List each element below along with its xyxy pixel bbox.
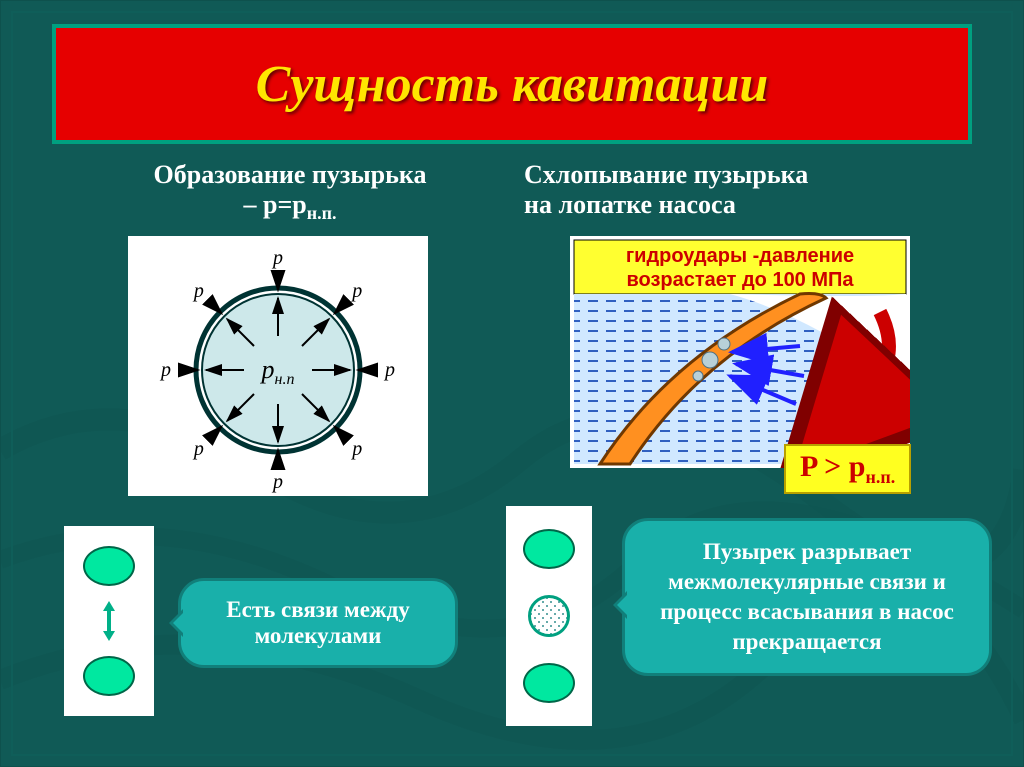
title-box: Сущность кавитации bbox=[52, 24, 972, 144]
bubble-icon bbox=[528, 595, 570, 637]
svg-text:p: p bbox=[192, 280, 204, 302]
formula-text: P > p bbox=[800, 450, 865, 483]
svg-text:p: p bbox=[271, 247, 283, 269]
molecule-broken-box bbox=[506, 506, 592, 726]
molecule-ellipse bbox=[83, 546, 135, 586]
bubble-formation-diagram: pн.п pppppppp bbox=[128, 236, 428, 496]
banner-l1: гидроудары -давление bbox=[626, 245, 854, 267]
right-heading-line1: Схлопывание пузырька bbox=[524, 160, 808, 189]
left-callout: Есть связи между молекулами bbox=[178, 578, 458, 668]
formula-sub: н.п. bbox=[865, 467, 895, 487]
slide: Сущность кавитации Образование пузырька … bbox=[0, 0, 1024, 767]
right-heading: Схлопывание пузырька на лопатке насоса bbox=[524, 160, 924, 220]
left-heading-sub: н.п. bbox=[307, 203, 337, 223]
svg-text:p: p bbox=[350, 438, 362, 460]
molecule-ellipse bbox=[523, 529, 575, 569]
formula-badge: P > pн.п. bbox=[784, 444, 911, 494]
molecule-bonded-box bbox=[64, 526, 154, 716]
molecule-ellipse bbox=[523, 663, 575, 703]
left-heading-line1: Образование пузырька bbox=[154, 160, 427, 189]
right-callout: Пузырек разрывает межмолекулярные связи … bbox=[622, 518, 992, 676]
left-callout-text: Есть связи между молекулами bbox=[226, 597, 409, 648]
right-heading-line2: на лопатке насоса bbox=[524, 190, 736, 219]
svg-text:p: p bbox=[383, 359, 395, 381]
left-heading-line2: – р=р bbox=[244, 190, 307, 219]
svg-text:p: p bbox=[350, 280, 362, 302]
right-callout-text: Пузырек разрывает межмолекулярные связи … bbox=[660, 539, 954, 654]
bubble-collapse-diagram: гидроудары -давление возрастает до 100 М… bbox=[570, 236, 910, 468]
svg-text:p: p bbox=[192, 438, 204, 460]
slide-title: Сущность кавитации bbox=[256, 55, 769, 114]
molecule-ellipse bbox=[83, 656, 135, 696]
svg-text:p: p bbox=[159, 359, 171, 381]
left-heading: Образование пузырька – р=рн.п. bbox=[110, 160, 470, 224]
svg-text:p: p bbox=[271, 471, 283, 493]
banner-l2: возрастает до 100 МПа bbox=[626, 269, 854, 291]
bond-arrow-icon bbox=[101, 601, 117, 641]
